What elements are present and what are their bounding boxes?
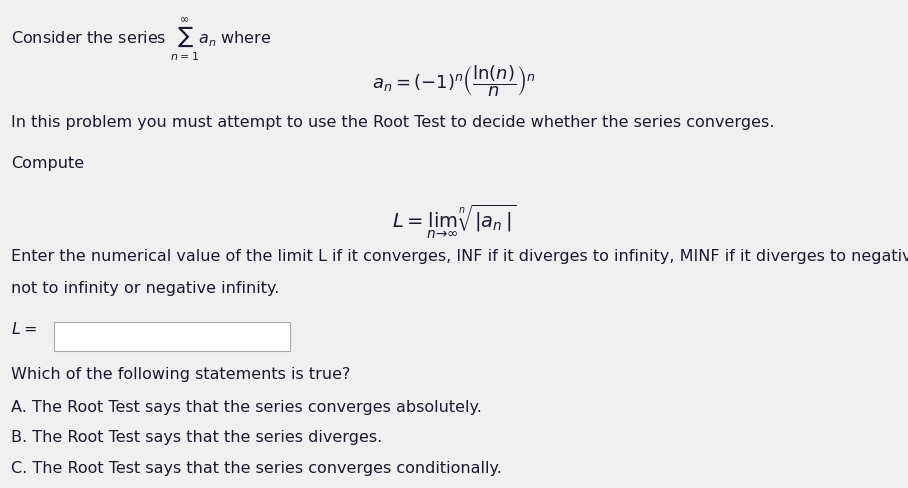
- FancyBboxPatch shape: [54, 322, 290, 351]
- Text: Compute: Compute: [11, 156, 84, 171]
- Text: $L = \lim_{n \to \infty} \sqrt[n]{|a_n|}$: $L = \lim_{n \to \infty} \sqrt[n]{|a_n|}…: [392, 203, 516, 241]
- Text: Which of the following statements is true?: Which of the following statements is tru…: [11, 367, 350, 382]
- Text: $L=$: $L=$: [11, 321, 36, 337]
- Text: $a_n = (-1)^n\left(\dfrac{\ln(n)}{n}\right)^n$: $a_n = (-1)^n\left(\dfrac{\ln(n)}{n}\rig…: [372, 63, 536, 99]
- Text: In this problem you must attempt to use the Root Test to decide whether the seri: In this problem you must attempt to use …: [11, 115, 775, 130]
- Text: Enter the numerical value of the limit L if it converges, INF if it diverges to : Enter the numerical value of the limit L…: [11, 249, 908, 264]
- Text: B. The Root Test says that the series diverges.: B. The Root Test says that the series di…: [11, 430, 382, 446]
- Text: C. The Root Test says that the series converges conditionally.: C. The Root Test says that the series co…: [11, 461, 502, 476]
- Text: not to infinity or negative infinity.: not to infinity or negative infinity.: [11, 281, 280, 296]
- Text: Consider the series $\sum_{n=1}^{\infty} a_n$ where: Consider the series $\sum_{n=1}^{\infty}…: [11, 17, 271, 63]
- Text: A. The Root Test says that the series converges absolutely.: A. The Root Test says that the series co…: [11, 400, 482, 415]
